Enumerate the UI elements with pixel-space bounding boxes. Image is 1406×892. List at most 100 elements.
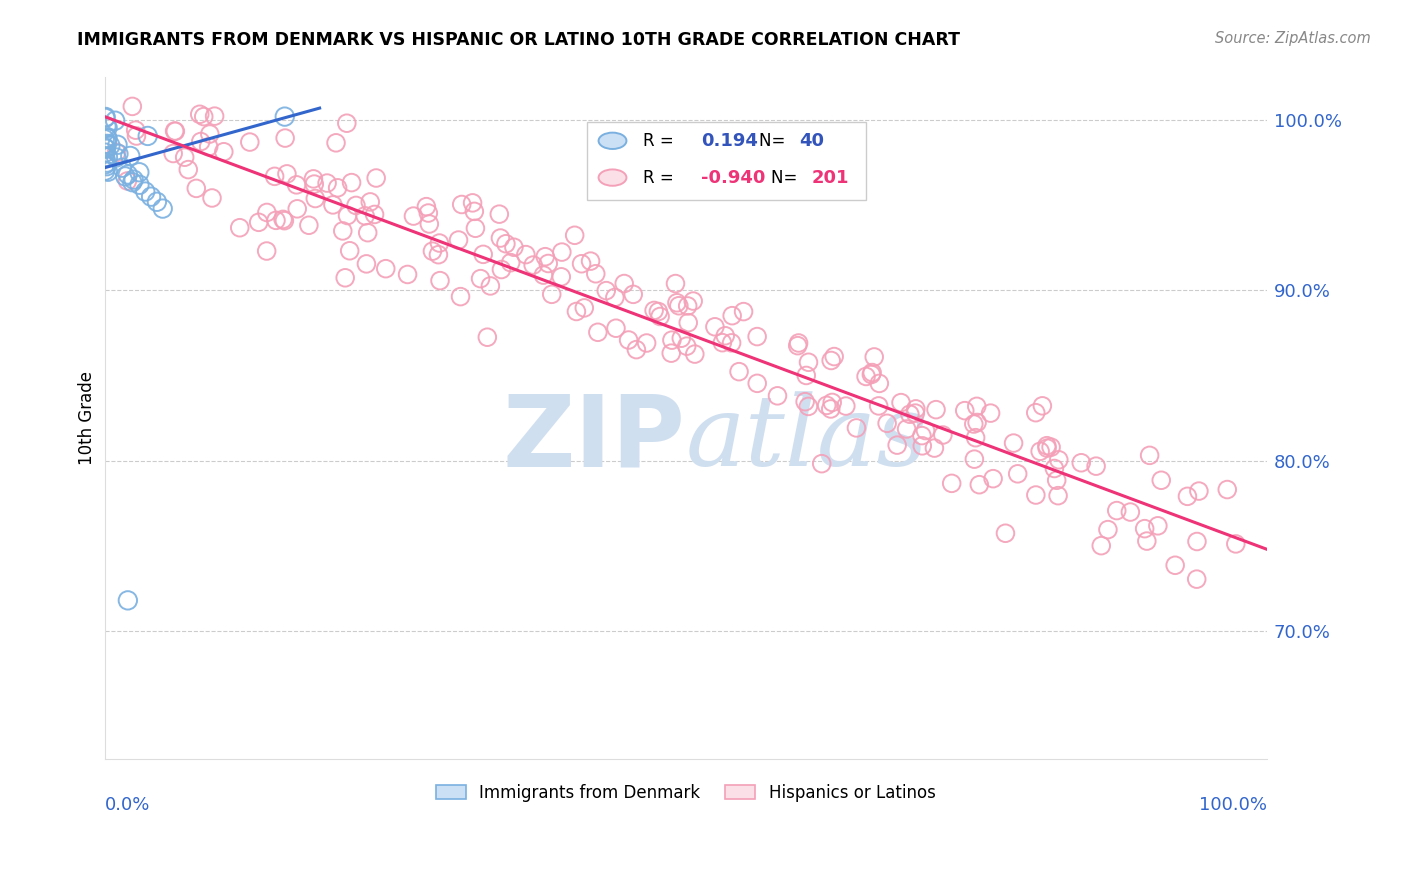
Point <box>911 439 934 453</box>
Point <box>1185 572 1208 586</box>
Point <box>247 215 270 229</box>
Point <box>128 165 150 179</box>
Point <box>794 368 817 383</box>
Point <box>595 284 617 298</box>
Point <box>540 287 562 301</box>
Point <box>188 107 211 121</box>
Point <box>714 328 737 343</box>
Point <box>117 593 139 607</box>
Point <box>876 417 898 431</box>
Point <box>111 161 134 175</box>
Point <box>332 224 354 238</box>
Point <box>969 477 991 491</box>
Point <box>664 277 686 291</box>
Point <box>603 290 626 304</box>
Text: 0.0%: 0.0% <box>104 797 150 814</box>
Point <box>898 407 921 421</box>
Point <box>429 235 451 250</box>
Point <box>565 304 588 318</box>
Point <box>104 113 127 128</box>
Point <box>747 329 769 343</box>
Point <box>1225 537 1247 551</box>
Point <box>94 110 117 124</box>
Point <box>522 258 544 272</box>
Point <box>675 339 697 353</box>
Point <box>285 202 308 216</box>
Point <box>94 145 117 160</box>
Point <box>491 262 513 277</box>
Text: 201: 201 <box>811 169 849 186</box>
Point <box>94 140 117 154</box>
Point <box>963 452 986 467</box>
Point <box>904 406 927 420</box>
Point <box>173 150 195 164</box>
Point <box>427 248 450 262</box>
Point <box>823 350 845 364</box>
Point <box>450 197 472 211</box>
Point <box>495 236 517 251</box>
Point <box>336 116 359 130</box>
Point <box>551 245 574 260</box>
Point <box>617 333 640 347</box>
Point <box>316 176 339 190</box>
Point <box>1025 488 1047 502</box>
Point <box>96 131 118 145</box>
Point <box>787 336 810 351</box>
Point <box>1147 518 1170 533</box>
Point <box>659 346 682 360</box>
Point <box>274 131 297 145</box>
Point <box>479 279 502 293</box>
Point <box>264 213 287 227</box>
Point <box>274 110 297 124</box>
Point <box>146 194 169 209</box>
Point <box>94 157 117 171</box>
Point <box>97 150 120 164</box>
Point <box>263 169 285 184</box>
Point <box>120 149 142 163</box>
Point <box>121 175 143 189</box>
Point <box>1047 489 1070 503</box>
Point <box>447 233 470 247</box>
Point <box>924 441 946 455</box>
Point <box>981 472 1004 486</box>
Point <box>463 204 485 219</box>
Point <box>786 339 808 353</box>
Point <box>344 198 367 212</box>
Point <box>336 209 359 223</box>
Point <box>648 310 671 324</box>
Point <box>198 127 221 141</box>
Point <box>820 353 842 368</box>
Point <box>285 178 308 192</box>
Text: -0.940: -0.940 <box>700 169 765 186</box>
Point <box>994 526 1017 541</box>
Point <box>1216 483 1239 497</box>
Point <box>96 131 118 145</box>
Point <box>100 138 122 153</box>
Point <box>94 111 117 125</box>
Point <box>503 240 526 254</box>
Point <box>626 343 648 357</box>
Point <box>197 140 219 154</box>
Point <box>374 261 396 276</box>
Point <box>488 207 510 221</box>
Point <box>1043 461 1066 475</box>
Text: 0.194: 0.194 <box>700 132 758 150</box>
Point <box>564 228 586 243</box>
Point <box>1040 440 1063 454</box>
Point <box>711 335 734 350</box>
Point <box>810 457 832 471</box>
Point <box>966 416 988 430</box>
Point <box>1097 523 1119 537</box>
Point <box>886 438 908 452</box>
Point <box>868 399 890 413</box>
Point <box>396 268 419 282</box>
Point <box>472 247 495 261</box>
Point <box>128 178 150 192</box>
Point <box>96 120 118 134</box>
Point <box>1029 444 1052 458</box>
Point <box>418 217 440 231</box>
Point <box>966 400 988 414</box>
Point <box>418 206 440 220</box>
Text: atlas: atlas <box>686 391 928 486</box>
Point <box>162 146 184 161</box>
